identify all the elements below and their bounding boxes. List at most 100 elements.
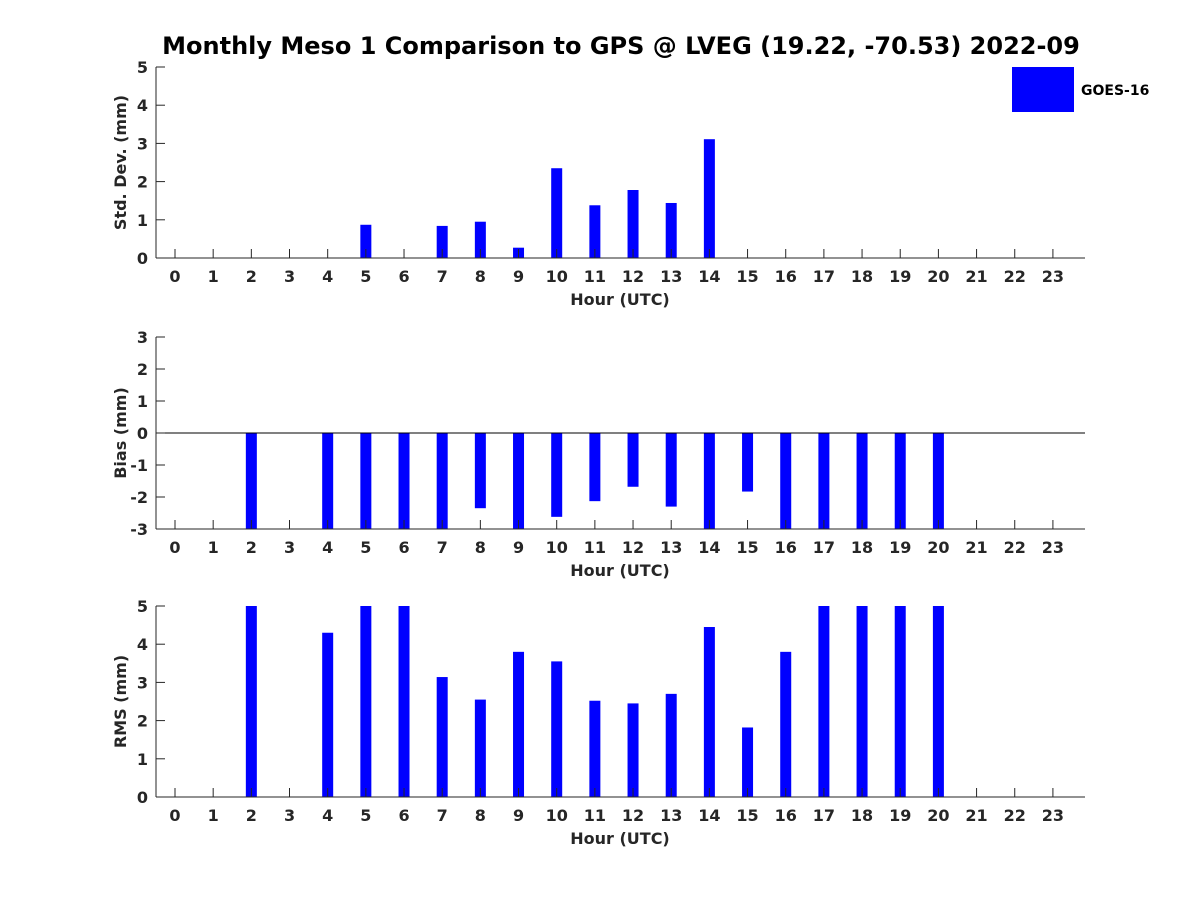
std-dev-x-tick-label: 13: [660, 267, 682, 286]
rms-x-tick-label: 23: [1042, 806, 1064, 825]
rms-x-tick-label: 16: [775, 806, 797, 825]
rms-x-tick-label: 21: [965, 806, 987, 825]
std-dev-x-tick-label: 21: [965, 267, 987, 286]
bias-y-tick-label: -3: [130, 520, 148, 539]
bias-x-tick-label: 3: [284, 538, 295, 557]
bias-x-tick-label: 22: [1004, 538, 1026, 557]
std-dev-y-tick-label: 0: [137, 249, 148, 268]
bias-x-tick-label: 16: [775, 538, 797, 557]
bias-x-tick-label: 7: [437, 538, 448, 557]
bias-bar-hour-16: [780, 433, 792, 529]
bias-x-axis-label: Hour (UTC): [570, 561, 670, 580]
figure-title: Monthly Meso 1 Comparison to GPS @ LVEG …: [162, 32, 1080, 60]
rms-bar-hour-6: [398, 606, 410, 797]
bias-y-tick-label: -2: [130, 488, 148, 507]
rms-bar-hour-5: [360, 606, 372, 797]
std-dev-x-tick-label: 20: [927, 267, 949, 286]
legend-label: GOES-16: [1081, 83, 1149, 99]
bias-x-tick-label: 4: [322, 538, 333, 557]
rms-x-tick-label: 0: [169, 806, 180, 825]
rms-y-tick-label: 1: [137, 750, 148, 769]
std-dev-bar-hour-11: [589, 205, 601, 258]
std-dev-x-tick-label: 15: [736, 267, 758, 286]
rms-y-tick-label: 3: [137, 673, 148, 692]
rms-x-tick-label: 17: [813, 806, 835, 825]
bias-bar-hour-4: [322, 433, 334, 529]
std-dev-x-tick-label: 0: [169, 267, 180, 286]
std-dev-x-tick-label: 14: [698, 267, 720, 286]
bias-x-tick-label: 20: [927, 538, 949, 557]
bias-bar-hour-12: [627, 433, 639, 487]
std-dev-x-tick-label: 6: [398, 267, 409, 286]
rms-bar-hour-8: [474, 699, 486, 797]
rms-y-tick-label: 4: [137, 635, 148, 654]
rms-bar-hour-19: [894, 606, 906, 797]
bias-x-tick-label: 18: [851, 538, 873, 557]
bias-bar-hour-5: [360, 433, 372, 529]
rms-bar-hour-9: [513, 651, 525, 797]
rms-bar-hour-17: [818, 606, 830, 797]
bias-bar-hour-11: [589, 433, 601, 502]
bias-y-tick-label: 2: [137, 360, 148, 379]
bias-x-tick-label: 10: [546, 538, 568, 557]
bias-x-tick-label: 9: [513, 538, 524, 557]
bias-x-tick-label: 15: [736, 538, 758, 557]
bias-bar-hour-20: [932, 433, 944, 529]
std-dev-x-tick-label: 8: [475, 267, 486, 286]
bias-bar-hour-9: [513, 433, 525, 529]
rms-x-tick-label: 18: [851, 806, 873, 825]
rms-x-tick-label: 14: [698, 806, 720, 825]
rms-bar-hour-20: [932, 606, 944, 797]
bias-y-axis-label: Bias (mm): [111, 387, 130, 479]
rms-x-axis-label: Hour (UTC): [570, 829, 670, 848]
rms-y-tick-label: 2: [137, 712, 148, 731]
bias-x-tick-label: 21: [965, 538, 987, 557]
rms-y-tick-label: 5: [137, 597, 148, 616]
bias-x-tick-label: 13: [660, 538, 682, 557]
std-dev-y-axis-label: Std. Dev. (mm): [111, 95, 130, 230]
rms-x-tick-label: 4: [322, 806, 333, 825]
bias-bar-hour-15: [742, 433, 754, 492]
bias-bar-hour-2: [245, 433, 257, 529]
legend: GOES-16: [1012, 67, 1149, 112]
std-dev-x-tick-label: 4: [322, 267, 333, 286]
rms-bar-hour-15: [742, 727, 754, 797]
bias-x-tick-label: 12: [622, 538, 644, 557]
std-dev-x-tick-label: 1: [208, 267, 219, 286]
rms-x-tick-label: 7: [437, 806, 448, 825]
rms-y-axis-label: RMS (mm): [111, 655, 130, 748]
std-dev-x-tick-label: 18: [851, 267, 873, 286]
rms-bar-hour-12: [627, 703, 639, 797]
rms-bar-hour-2: [245, 606, 257, 797]
std-dev-x-tick-label: 17: [813, 267, 835, 286]
std-dev-y-tick-label: 4: [137, 96, 148, 115]
std-dev-x-tick-label: 19: [889, 267, 911, 286]
std-dev-bar-hour-13: [665, 202, 677, 258]
bias-bar-hour-18: [856, 433, 868, 529]
bias-y-tick-label: 3: [137, 328, 148, 347]
bias-x-tick-label: 11: [584, 538, 606, 557]
legend-swatch-goes-16: [1012, 67, 1074, 112]
std-dev-x-tick-label: 11: [584, 267, 606, 286]
rms-x-tick-label: 13: [660, 806, 682, 825]
rms-x-tick-label: 8: [475, 806, 486, 825]
bias-x-tick-label: 5: [360, 538, 371, 557]
std-dev-x-tick-label: 2: [246, 267, 257, 286]
rms-x-tick-label: 11: [584, 806, 606, 825]
rms-x-tick-label: 20: [927, 806, 949, 825]
rms-bar-hour-13: [665, 693, 677, 797]
bias-bar-hour-14: [703, 433, 715, 529]
std-dev-bar-hour-10: [551, 168, 563, 258]
bias-bar-hour-19: [894, 433, 906, 529]
rms-x-tick-label: 5: [360, 806, 371, 825]
rms-x-tick-label: 9: [513, 806, 524, 825]
std-dev-x-tick-label: 16: [775, 267, 797, 286]
bias-y-tick-label: 0: [137, 424, 148, 443]
std-dev-x-tick-label: 12: [622, 267, 644, 286]
rms-bar-hour-4: [322, 632, 334, 797]
bias-bar-hour-7: [436, 433, 448, 529]
std-dev-y-tick-label: 5: [137, 58, 148, 77]
bias-bar-hour-17: [818, 433, 830, 529]
std-dev-y-tick-label: 2: [137, 173, 148, 192]
